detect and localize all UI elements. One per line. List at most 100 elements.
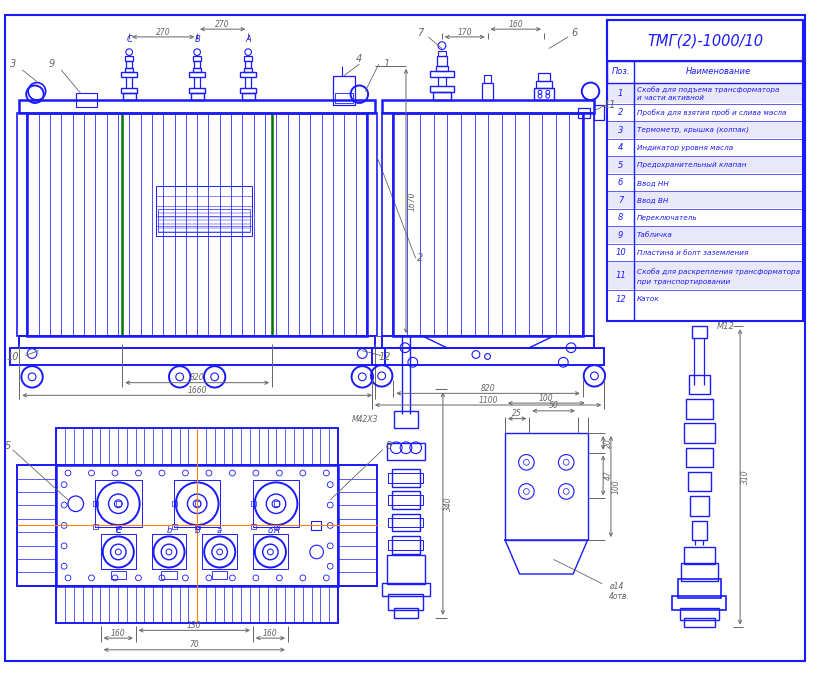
Text: 1670: 1670 (407, 191, 416, 211)
Bar (382, 100, 595, 113)
Text: 820: 820 (190, 373, 204, 383)
Text: Термометр, крышка (колпак): Термометр, крышка (колпак) (637, 127, 749, 133)
Text: 4отв.: 4отв. (609, 592, 630, 601)
Bar (430, 87, 454, 93)
Text: 130: 130 (187, 621, 202, 630)
Bar (372, 347, 604, 365)
Text: 70: 70 (189, 640, 199, 650)
Bar (189, 72, 205, 77)
Text: 9: 9 (48, 59, 54, 69)
Bar (240, 88, 256, 93)
Bar (684, 423, 715, 443)
Text: Скоба для подъема трансформатора: Скоба для подъема трансформатора (637, 87, 780, 93)
Text: C: C (115, 527, 121, 535)
Text: 6: 6 (618, 178, 623, 187)
Bar (392, 514, 420, 531)
Text: B: B (194, 35, 200, 45)
Text: и части активной: и части активной (637, 95, 704, 101)
Bar (686, 400, 713, 418)
Bar (57, 465, 338, 585)
Bar (253, 535, 288, 569)
Text: Пробка для взятия проб и слива масла: Пробка для взятия проб и слива масла (637, 110, 786, 116)
Bar (433, 93, 450, 100)
Bar (18, 465, 57, 585)
Bar (691, 327, 707, 338)
Text: 160: 160 (263, 629, 278, 637)
Bar (367, 113, 377, 336)
Bar (172, 501, 177, 506)
Bar (536, 80, 551, 89)
Bar (608, 158, 802, 173)
Bar (158, 210, 249, 232)
Bar (152, 535, 187, 569)
Text: 270: 270 (156, 28, 170, 37)
Text: 12: 12 (379, 352, 391, 362)
Bar (95, 481, 142, 527)
Bar (245, 62, 252, 68)
Bar (123, 93, 136, 100)
Text: 10: 10 (7, 352, 19, 362)
Bar (672, 596, 726, 610)
Bar (680, 608, 719, 620)
Bar (438, 51, 446, 56)
Bar (193, 56, 201, 62)
Text: B: B (194, 527, 200, 535)
Bar (690, 496, 709, 516)
Text: 3: 3 (618, 126, 623, 135)
Text: 2: 2 (418, 254, 424, 264)
Bar (193, 68, 201, 72)
Bar (195, 501, 200, 506)
Text: 3: 3 (9, 59, 16, 69)
Text: 10: 10 (615, 248, 626, 257)
Bar (535, 89, 554, 100)
Bar (333, 76, 354, 105)
Bar (125, 68, 133, 72)
Bar (394, 113, 583, 336)
Bar (193, 62, 200, 68)
Bar (253, 481, 299, 527)
Text: 820: 820 (480, 384, 495, 393)
Bar (436, 66, 448, 71)
Bar (394, 608, 418, 618)
Bar (19, 100, 375, 113)
Text: Наименование: Наименование (686, 68, 751, 76)
Text: Ввод ВН: Ввод ВН (637, 197, 669, 203)
Text: Индикатор уровня масла: Индикатор уровня масла (637, 145, 733, 151)
Bar (172, 524, 177, 529)
Bar (117, 501, 121, 506)
Bar (386, 443, 425, 460)
Bar (382, 336, 595, 347)
Bar (76, 93, 97, 107)
Bar (19, 336, 375, 347)
Bar (608, 227, 802, 243)
Bar (538, 73, 550, 80)
Text: 2: 2 (618, 108, 623, 117)
Text: 1660: 1660 (188, 386, 207, 395)
Text: 160: 160 (111, 629, 126, 637)
Bar (173, 481, 220, 527)
Bar (595, 105, 604, 120)
Bar (437, 56, 447, 66)
Text: 100: 100 (539, 393, 554, 403)
Text: M42X3: M42X3 (352, 415, 379, 424)
Bar (578, 107, 590, 118)
Bar (242, 93, 254, 100)
Bar (430, 71, 454, 77)
Text: 160: 160 (509, 20, 523, 29)
Text: 5: 5 (618, 161, 623, 170)
Bar (607, 20, 803, 62)
Bar (28, 113, 367, 336)
Bar (608, 122, 802, 138)
Bar (202, 535, 237, 569)
Bar (212, 571, 228, 579)
Bar (111, 571, 126, 579)
Bar (389, 540, 424, 550)
Bar (688, 472, 711, 491)
Bar (684, 618, 715, 627)
Text: ø14: ø14 (609, 582, 623, 591)
Text: Скоба для раскрепления трансформатора: Скоба для раскрепления трансформатора (637, 268, 801, 275)
Bar (608, 84, 802, 103)
Text: 8: 8 (385, 441, 392, 451)
Text: A: A (274, 527, 279, 535)
Bar (681, 563, 718, 581)
